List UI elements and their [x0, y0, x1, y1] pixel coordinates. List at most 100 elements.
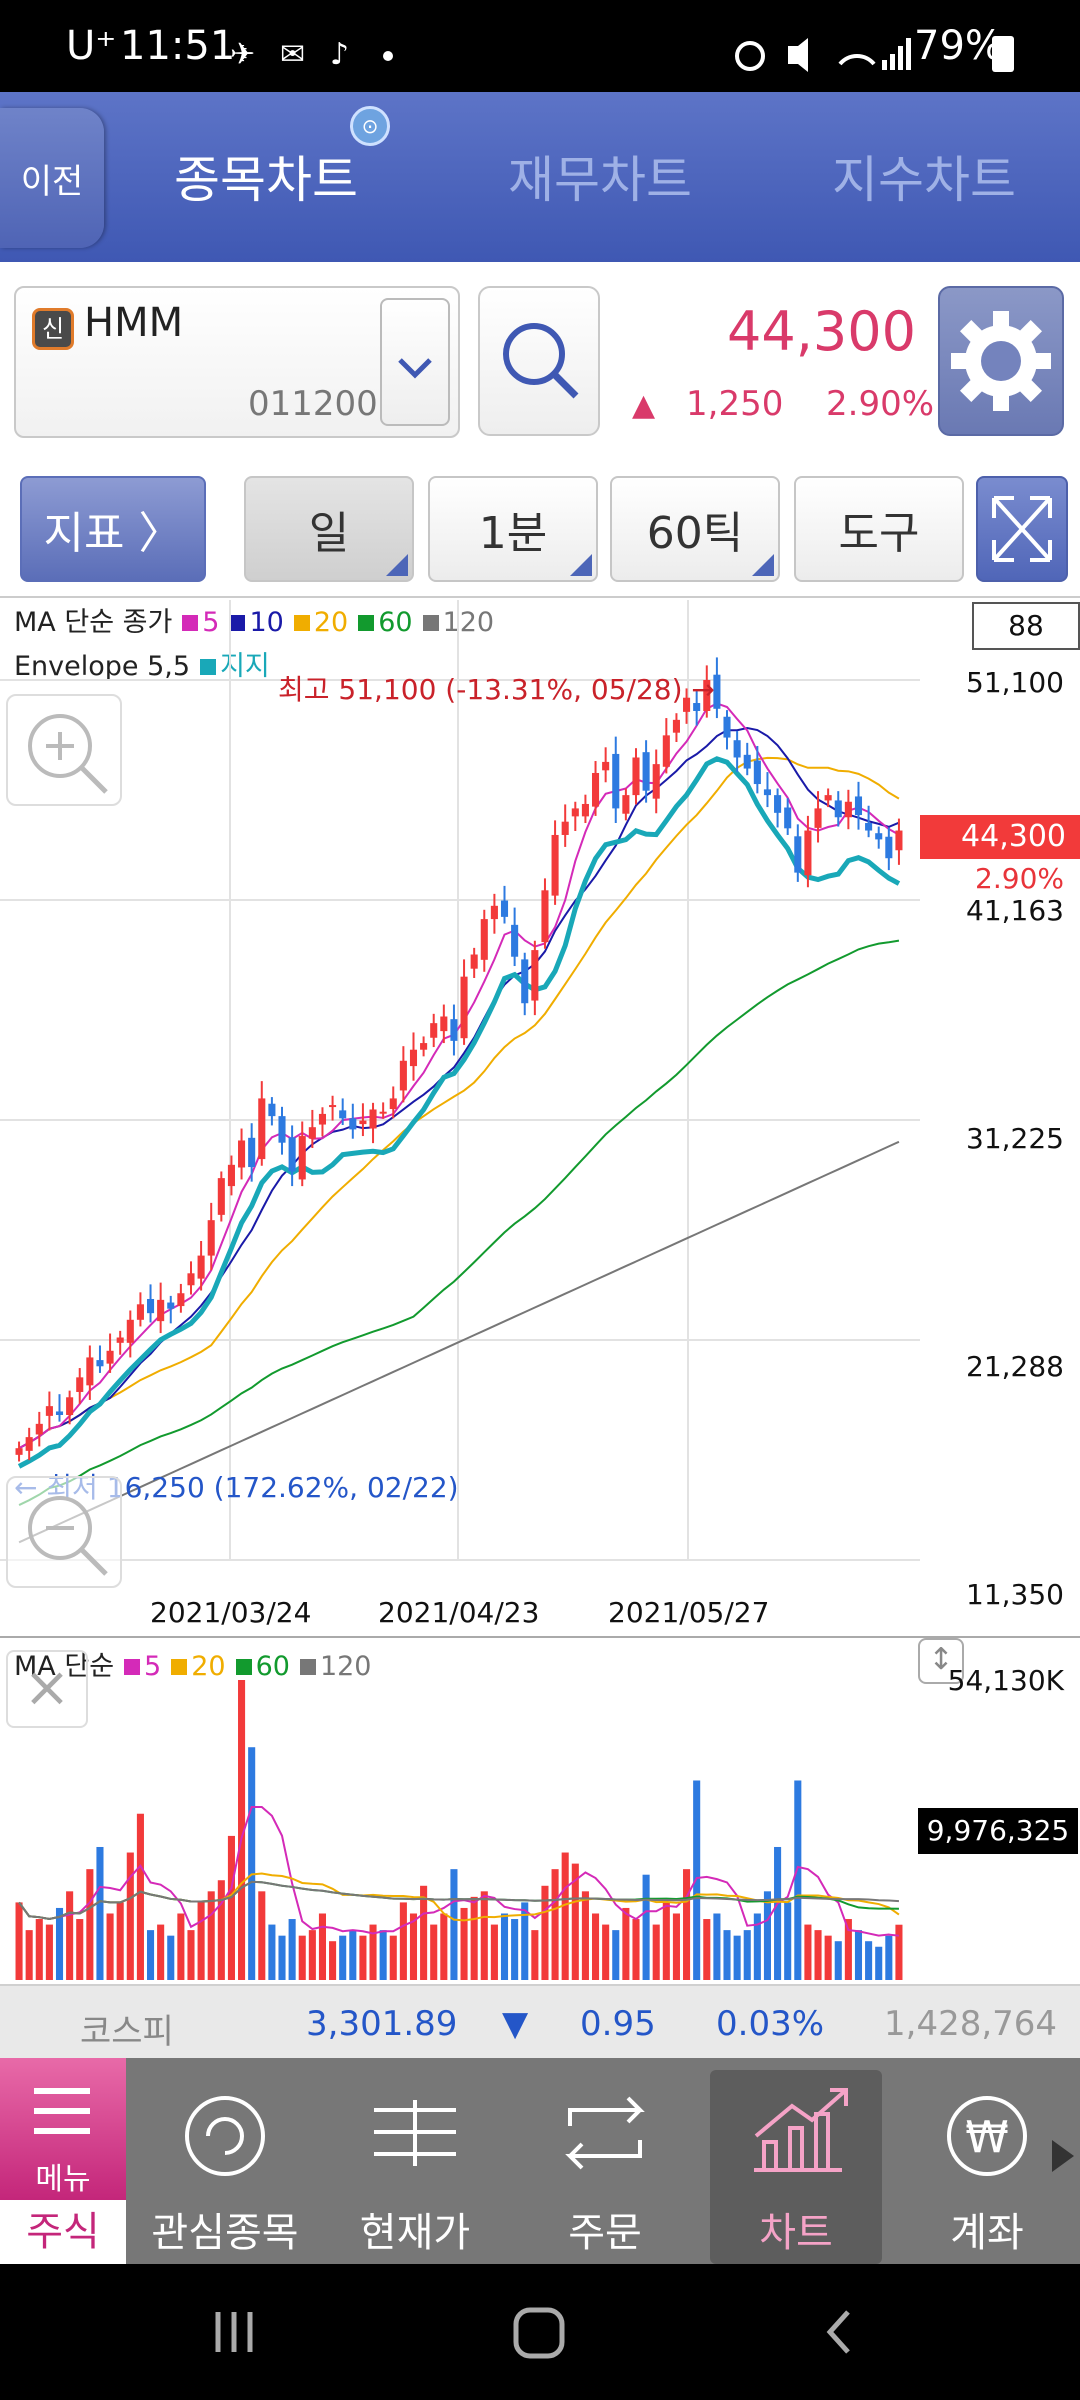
candle-body	[318, 1113, 327, 1125]
volume-bar	[298, 1935, 306, 1980]
candle-body	[541, 890, 549, 943]
candle-body	[794, 836, 802, 873]
candle-body	[187, 1273, 195, 1286]
ma120-swatch	[422, 615, 439, 631]
candle-body	[217, 1178, 225, 1215]
volume-bar	[470, 1896, 478, 1980]
kospi-label: 코스피	[80, 2012, 174, 2052]
candle-body	[753, 760, 761, 785]
tab-financial-chart[interactable]: 재무차트	[508, 151, 692, 209]
nav-more-arrow-icon[interactable]	[1052, 2140, 1074, 2172]
x-tick-label: 2021/04/23	[378, 1596, 540, 1629]
close-volume-button[interactable]: ×	[6, 1650, 88, 1728]
header-bar	[0, 92, 1080, 262]
candle-body	[349, 1118, 357, 1130]
volume-bar	[763, 1891, 772, 1980]
candle-body	[824, 795, 832, 801]
volume-bar	[25, 1930, 33, 1980]
ma60-label: 60	[378, 607, 413, 638]
tools-button[interactable]: 도구	[794, 476, 964, 582]
minute-label: 1분	[478, 508, 548, 559]
candle-body	[521, 959, 529, 1004]
volume-bar	[35, 1919, 43, 1980]
battery-percent: 79%	[914, 23, 1003, 69]
volume-bar	[652, 1924, 660, 1980]
ma5-swatch	[182, 615, 199, 631]
nav-account[interactable]: ₩ 계좌	[912, 2070, 1062, 2264]
candle-body	[885, 836, 893, 859]
candle-body	[581, 803, 589, 817]
candle-count-box[interactable]: 88	[972, 602, 1080, 650]
candle-body	[288, 1137, 296, 1172]
candle-body	[420, 1043, 428, 1050]
resize-handle-icon[interactable]: ↕	[918, 1638, 964, 1684]
candle-body	[106, 1350, 114, 1364]
candle-body	[278, 1116, 286, 1143]
volume-bar	[86, 1869, 94, 1980]
fullscreen-button[interactable]	[976, 476, 1068, 582]
volume-bar	[359, 1935, 367, 1980]
candle-body	[379, 1111, 387, 1114]
nav-quote[interactable]: 현재가	[340, 2070, 490, 2264]
candle-body	[854, 796, 863, 816]
carrier-label: U⁺	[66, 23, 117, 69]
ma5-line	[18, 702, 900, 1450]
nav-chart[interactable]: 차트	[710, 2070, 882, 2264]
candle-body	[733, 740, 741, 758]
settings-button[interactable]	[938, 286, 1064, 436]
ma20-swatch	[293, 615, 310, 631]
search-button[interactable]	[478, 286, 600, 436]
hamburger-icon	[34, 2088, 90, 2134]
volume-bar	[268, 1924, 276, 1980]
menu-button[interactable]: 메뉴	[0, 2058, 126, 2200]
candle-body	[308, 1127, 316, 1139]
volume-bar	[450, 1869, 458, 1980]
tick-label: 60틱	[646, 508, 744, 559]
nav-label: 현재가	[359, 2210, 471, 2256]
volume-chart[interactable]	[0, 1640, 920, 1984]
candle-body	[66, 1397, 74, 1415]
volume-bar	[45, 1924, 53, 1980]
volume-bar	[854, 1930, 863, 1980]
ma20-label: 20	[313, 607, 349, 638]
volume-bar	[76, 1919, 84, 1980]
volume-bar	[197, 1902, 205, 1980]
stock-dropdown-button[interactable]	[380, 298, 450, 426]
volume-bar	[106, 1913, 114, 1980]
nav-order[interactable]: 주문	[530, 2070, 680, 2264]
volume-bar	[612, 1930, 620, 1980]
candle-body	[632, 757, 640, 796]
candle-body	[227, 1164, 235, 1187]
volume-bar	[207, 1891, 215, 1980]
vol-ma120-label: 120	[319, 1651, 372, 1682]
candle-body	[146, 1298, 155, 1314]
volume-bar	[672, 1913, 680, 1980]
price-chart[interactable]	[0, 600, 920, 1600]
zoom-out-button[interactable]	[6, 1476, 122, 1588]
volume-bar	[399, 1902, 407, 1980]
svg-text:₩: ₩	[965, 2112, 1009, 2163]
kospi-ticker[interactable]: 코스피 3,301.89 ▼ 0.95 0.03% 1,428,764	[0, 1984, 1080, 2058]
candle-body	[15, 1448, 23, 1455]
volume-bar	[723, 1930, 731, 1980]
period-daily-button[interactable]: 일	[244, 476, 414, 582]
back-button[interactable]: 이전	[0, 108, 104, 248]
volume-bar	[308, 1930, 316, 1980]
tick-button[interactable]: 60틱	[610, 476, 780, 582]
tab-index-chart[interactable]: 지수차트	[832, 151, 1016, 209]
system-nav-buttons	[215, 2307, 850, 2359]
zoom-in-button[interactable]	[6, 694, 122, 806]
candle-body	[45, 1406, 53, 1416]
envelope-swatch	[200, 659, 217, 675]
volume-bar	[66, 1891, 74, 1980]
nav-watchlist[interactable]: 관심종목	[150, 2070, 300, 2264]
battery-icon	[992, 36, 1014, 72]
indicator-button[interactable]: 지표 〉	[20, 476, 206, 582]
tab-stock-chart[interactable]: 종목차트	[174, 151, 358, 209]
volume-bar	[895, 1924, 903, 1980]
volume-bar	[15, 1902, 23, 1980]
minute-button[interactable]: 1분	[428, 476, 598, 582]
volume-separator	[0, 1636, 1080, 1638]
y-tick-label: 31,225	[966, 1122, 1064, 1155]
clock: 11:51	[120, 23, 236, 69]
